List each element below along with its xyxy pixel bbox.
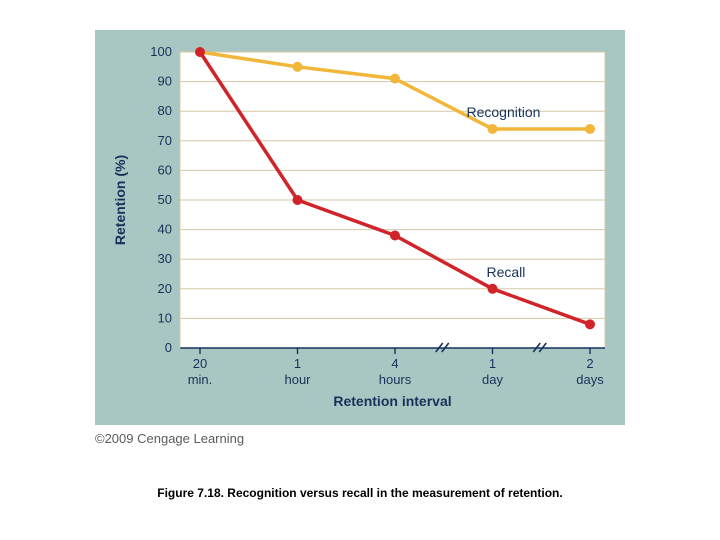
series-marker-recall <box>196 48 205 57</box>
series-marker-recall <box>293 196 302 205</box>
series-label-recognition: Recognition <box>467 104 541 120</box>
series-marker-recognition <box>293 62 302 71</box>
svg-text:1: 1 <box>294 356 301 371</box>
svg-text:1: 1 <box>489 356 496 371</box>
series-marker-recognition <box>391 74 400 83</box>
figure-container: 010203040506070809010020min.1hour4hours1… <box>95 30 625 500</box>
chart-svg: 010203040506070809010020min.1hour4hours1… <box>95 30 625 425</box>
svg-text:70: 70 <box>158 133 172 148</box>
series-marker-recall <box>586 320 595 329</box>
series-marker-recall <box>391 231 400 240</box>
svg-text:20: 20 <box>158 281 172 296</box>
svg-text:2: 2 <box>586 356 593 371</box>
svg-text:40: 40 <box>158 222 172 237</box>
x-axis-title: Retention interval <box>333 393 451 409</box>
svg-text:80: 80 <box>158 103 172 118</box>
svg-text:hours: hours <box>379 372 412 387</box>
svg-text:60: 60 <box>158 162 172 177</box>
chart-panel: 010203040506070809010020min.1hour4hours1… <box>95 30 625 425</box>
svg-text:100: 100 <box>150 44 172 59</box>
y-axis-title: Retention (%) <box>112 155 128 245</box>
svg-text:90: 90 <box>158 74 172 89</box>
svg-text:day: day <box>482 372 503 387</box>
series-label-recall: Recall <box>487 264 526 280</box>
series-marker-recognition <box>586 124 595 133</box>
svg-text:10: 10 <box>158 310 172 325</box>
svg-text:30: 30 <box>158 251 172 266</box>
svg-text:50: 50 <box>158 192 172 207</box>
svg-text:0: 0 <box>165 340 172 355</box>
copyright-text: ©2009 Cengage Learning <box>95 431 625 446</box>
svg-text:4: 4 <box>391 356 398 371</box>
svg-text:hour: hour <box>284 372 311 387</box>
svg-text:20: 20 <box>193 356 207 371</box>
svg-text:min.: min. <box>188 372 213 387</box>
figure-caption: Figure 7.18. Recognition versus recall i… <box>95 486 625 500</box>
series-marker-recall <box>488 284 497 293</box>
series-marker-recognition <box>488 124 497 133</box>
svg-text:days: days <box>576 372 604 387</box>
